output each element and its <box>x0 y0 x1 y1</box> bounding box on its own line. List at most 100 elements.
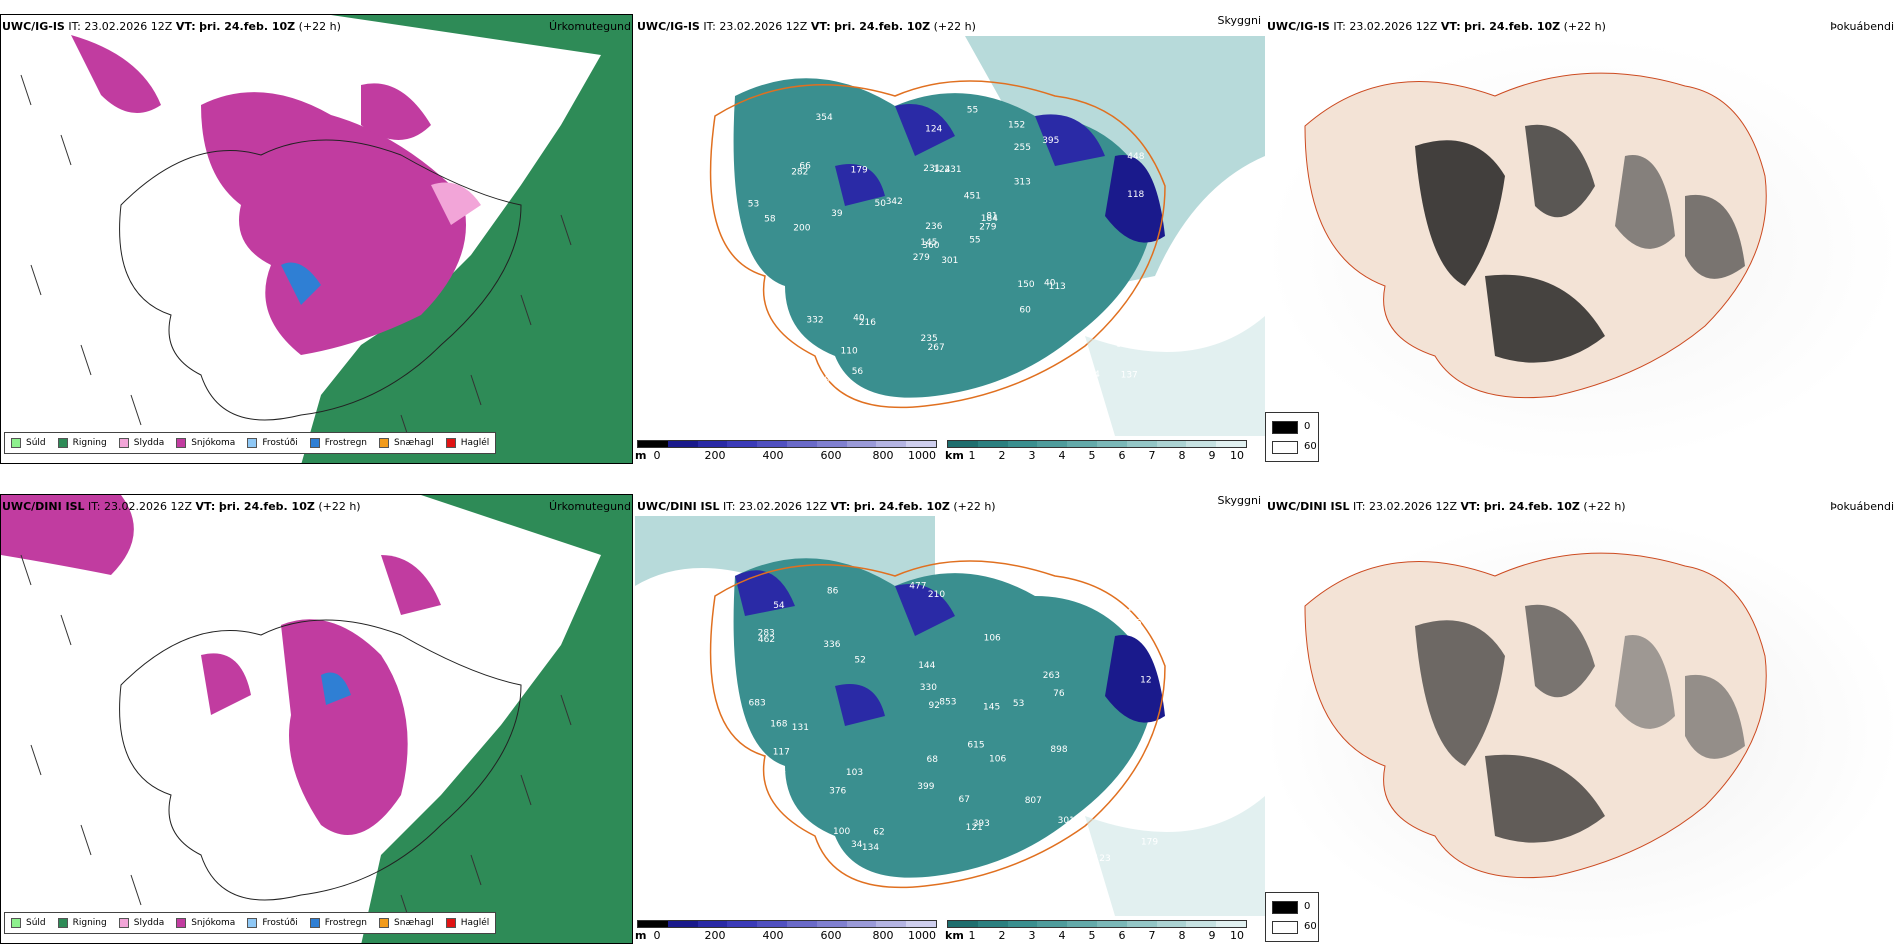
colorbar-segment <box>948 441 978 447</box>
visibility-value-label: 145 <box>920 238 937 248</box>
fog-indicator-panel: UWC/DINI ISL IT: 23.02.2026 12Z VT: þri.… <box>1265 480 1900 950</box>
tick: 9 <box>1208 449 1216 462</box>
visibility-value-label: 55 <box>969 235 980 245</box>
visibility-value-label: 210 <box>928 590 945 600</box>
forecast-row-dini: UWC/DINI ISL IT: 23.02.2026 12Z VT: þri.… <box>0 480 1900 950</box>
precip-header: UWC/DINI ISL IT: 23.02.2026 12Z VT: þri.… <box>2 500 361 513</box>
visibility-value-label: 76 <box>1053 689 1065 699</box>
visibility-value-label: 294 <box>777 358 794 368</box>
tick: 600 <box>820 929 842 942</box>
visibility-value-label: 68 <box>927 755 939 765</box>
colorbar-segment <box>786 441 817 447</box>
visibility-value-label: 118 <box>1127 190 1144 200</box>
visibility-value-label: 184 <box>981 214 998 224</box>
legend-swatch <box>247 918 258 928</box>
precip-type-panel: UWC/IG-IS IT: 23.02.2026 12Z VT: þri. 24… <box>0 0 635 470</box>
visibility-value-label: 52 <box>854 656 865 666</box>
tick: 5 <box>1088 929 1096 942</box>
visibility-map[interactable]: 683 210 263 258 283 123 131 106 144 168 853 898 477 4… <box>635 516 1265 916</box>
fog-indicator-title: Þokuábendi <box>1830 500 1894 513</box>
tick: 10 <box>1230 449 1244 462</box>
visibility-value-label: 152 <box>1008 120 1025 130</box>
tick: 8 <box>1178 449 1186 462</box>
fog-legend-swatch-black <box>1272 421 1298 434</box>
precip-type-panel: UWC/DINI ISL IT: 23.02.2026 12Z VT: þri.… <box>0 480 635 950</box>
visibility-value-label: 279 <box>979 223 996 233</box>
tick: 400 <box>762 929 784 942</box>
tick: 2 <box>998 929 1006 942</box>
visibility-value-label: 179 <box>851 165 868 175</box>
visibility-value-label: 55 <box>967 106 978 116</box>
visibility-value-label: 117 <box>773 748 790 758</box>
fog-map-svg <box>1265 36 1900 464</box>
visibility-value-label: 200 <box>793 223 810 233</box>
colorbar-segment <box>948 921 978 927</box>
visibility-value-label: 53 <box>1013 699 1024 709</box>
visibility-value-label: 168 <box>1075 591 1092 601</box>
visibility-value-label: 131 <box>792 723 809 733</box>
fog-legend: 0 60 <box>1265 412 1319 462</box>
tick: 800 <box>872 449 894 462</box>
tick: 8 <box>1178 929 1186 942</box>
visibility-map[interactable]: 301 282 360 110 184 216 152 231 255 55 354 137 200 44… <box>635 36 1265 436</box>
visibility-value-label: 124 <box>925 124 942 134</box>
visibility-value-label: 113 <box>1049 282 1066 292</box>
colorbar-segment <box>667 441 698 447</box>
fog-indicator-map[interactable] <box>1265 516 1900 944</box>
tick: 5 <box>1088 449 1096 462</box>
visibility-value-label: 62 <box>873 827 884 837</box>
visibility-value-label: 56 <box>804 844 816 854</box>
colorbar-segment <box>1007 441 1038 447</box>
visibility-value-label: 44 <box>774 766 786 776</box>
tick: 0 <box>653 449 661 462</box>
visibility-value-label: 330 <box>920 683 937 693</box>
legend-item-rain: Rigning <box>57 918 107 928</box>
colorbar-segment <box>906 441 936 447</box>
visibility-value-label: 313 <box>1014 178 1031 188</box>
legend-item-sleet: Slydda <box>118 438 164 448</box>
legend-item-freezing-rain: Frostregn <box>309 918 367 928</box>
fog-legend-label: 0 <box>1304 901 1311 912</box>
colorbar-segment <box>1067 921 1097 927</box>
colorbar-segment <box>1186 921 1217 927</box>
colorbar-ticks: 1 2 3 4 5 6 7 8 9 10 <box>947 929 1247 943</box>
colorbar-segment <box>1007 921 1038 927</box>
fog-legend-swatch-black <box>1272 901 1298 914</box>
visibility-value-label: 282 <box>791 167 808 177</box>
legend-swatch <box>57 438 68 448</box>
visibility-value-label: 263 <box>1043 671 1060 681</box>
visibility-value-label: 615 <box>967 741 984 751</box>
legend-item-freezing-rain: Frostregn <box>309 438 367 448</box>
visibility-value-label: 376 <box>829 787 846 797</box>
visibility-value-label: 106 <box>984 633 1001 643</box>
visibility-value-label: 258 <box>1128 603 1145 613</box>
fog-legend-label: 0 <box>1304 421 1311 432</box>
precip-type-map[interactable] <box>0 14 633 464</box>
legend-item-snow-pellets: Snæhagl <box>379 918 434 928</box>
visibility-value-label: 50 <box>875 199 887 209</box>
fog-header: UWC/IG-IS IT: 23.02.2026 12Z VT: þri. 24… <box>1267 20 1606 33</box>
tick: 7 <box>1148 449 1156 462</box>
legend-swatch <box>247 438 258 448</box>
precip-map-svg <box>1 15 632 463</box>
legend-swatch <box>379 438 390 448</box>
colorbar-segment <box>757 921 787 927</box>
visibility-value-label: 145 <box>983 703 1000 713</box>
tick: 0 <box>653 929 661 942</box>
precip-type-map[interactable] <box>0 494 633 944</box>
colorbar-segment <box>697 921 728 927</box>
fog-indicator-map[interactable] <box>1265 36 1900 464</box>
visibility-value-label: 462 <box>758 635 775 645</box>
colorbar-segment <box>1067 441 1097 447</box>
visibility-value-label: 100 <box>833 827 850 837</box>
visibility-value-label: 124 <box>933 165 950 175</box>
legend-swatch <box>11 918 21 928</box>
visibility-value-label: 69 <box>1116 340 1128 350</box>
visibility-value-label: 144 <box>918 661 935 671</box>
colorbar-segment <box>906 921 936 927</box>
colorbar-segment <box>1037 441 1068 447</box>
tick: 3 <box>1028 929 1036 942</box>
colorbar-segment <box>638 921 668 927</box>
colorbar-segment <box>816 921 847 927</box>
colorbar-segment <box>727 921 758 927</box>
